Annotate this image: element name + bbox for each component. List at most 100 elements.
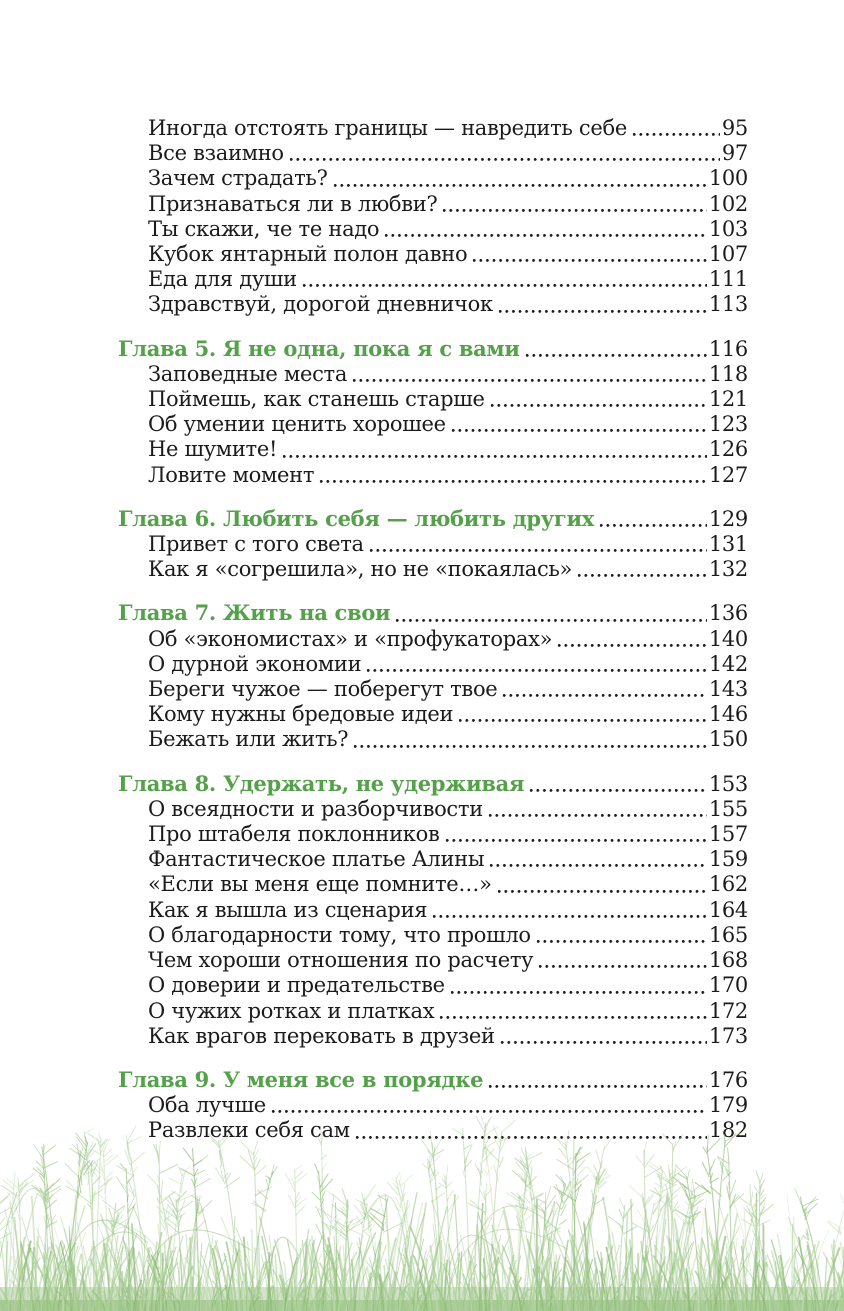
toc-entry-page-number: 123 <box>708 412 748 437</box>
toc-entry-title: Привет с того света <box>148 532 364 557</box>
dot-leader <box>288 157 720 163</box>
toc-entry-page-number: 165 <box>708 922 748 947</box>
toc-entry-page-number: 172 <box>708 998 748 1023</box>
toc-entry-page-number: 102 <box>708 191 748 216</box>
toc-entry-title: Как врагов перековать в друзей <box>148 1023 495 1048</box>
toc-entry-page-number: 127 <box>708 462 748 487</box>
toc-entry-title: О дурной экономии <box>148 651 362 676</box>
toc-entry: Фантастическое платье Алины 159 <box>118 847 748 872</box>
toc-entry-page-number: 170 <box>708 973 748 998</box>
dot-leader <box>458 718 707 724</box>
toc-entry-title: Здравствуй, дорогой дневничок <box>148 292 493 317</box>
toc-entry-title: О доверии и предательстве <box>148 973 445 998</box>
toc-entry-title: О благодарности тому, что прошло <box>148 922 531 947</box>
toc-entry-title: Кубок янтарный полон давно <box>148 242 468 267</box>
toc-entry: О чужих ротках и платках 172 <box>118 999 748 1024</box>
toc-entry-title: Заповедные места <box>148 361 348 386</box>
dot-leader <box>632 132 720 138</box>
dot-leader <box>557 642 707 648</box>
toc-entry-page-number: 131 <box>708 532 748 557</box>
toc-section: Глава 9. У меня все в порядке 176 Оба лучш… <box>118 1067 748 1144</box>
toc-entry-page-number: 150 <box>708 727 748 752</box>
dot-leader <box>353 743 707 749</box>
toc-entry-page-number: 111 <box>708 267 748 292</box>
dot-leader <box>366 668 707 674</box>
toc-entry-page-number: 113 <box>708 292 748 317</box>
toc-entry: Не шумите! 126 <box>118 437 748 462</box>
dot-leader <box>489 403 707 409</box>
toc-entry-page-number: 132 <box>708 557 748 582</box>
toc-entry-title: О всеядности и разборчивости <box>148 796 483 821</box>
toc-entry: Кому нужны бредовые идеи 146 <box>118 702 748 727</box>
toc-entry-title: Иногда отстоять границы — навредить себе <box>148 116 627 140</box>
toc-entry-title: Кому нужны бредовые идеи <box>148 702 454 727</box>
toc-entry-title: «Если вы меня еще помните…» <box>148 872 492 897</box>
toc-entry: Чем хороши отношения по расчету 168 <box>118 948 748 973</box>
toc-entry-title: Зачем страдать? <box>148 166 328 191</box>
toc-entry-title: Про штабеля поклонников <box>148 822 440 847</box>
chapter-heading: Глава 9. У меня все в порядке 176 <box>118 1067 748 1093</box>
toc-entry-title: Оба лучше <box>148 1093 266 1118</box>
dot-leader <box>497 308 707 314</box>
toc-section: Глава 5. Я не одна, пока я с вами 116 Запо… <box>118 336 748 488</box>
toc-entry-title: Об умении ценить хорошее <box>148 412 446 437</box>
toc-entry: Бежать или жить? 150 <box>118 727 748 752</box>
toc-section: Глава 7. Жить на свои 136 Об «экономистах»… <box>118 600 748 752</box>
toc-entry-page-number: 143 <box>708 677 748 702</box>
toc-entry-title: Не шумите! <box>148 437 278 462</box>
chapter-heading-page-number: 153 <box>708 771 748 796</box>
toc-entry: Признаваться ли в любви? 102 <box>118 192 748 217</box>
toc-entry-title: Чем хороши отношения по расчету <box>148 948 534 973</box>
toc-entry: Как я вышла из сценария 164 <box>118 898 748 923</box>
toc-entry: Заповедные места 118 <box>118 362 748 387</box>
chapter-heading: Глава 5. Я не одна, пока я с вами 116 <box>118 336 748 362</box>
dot-leader <box>449 989 707 995</box>
dot-leader <box>538 964 707 970</box>
toc-entry-page-number: 100 <box>708 166 748 191</box>
toc-entry: Ловите момент 127 <box>118 463 748 488</box>
toc-entry-page-number: 173 <box>708 1023 748 1048</box>
dot-leader <box>368 548 707 554</box>
dot-leader <box>332 182 707 188</box>
toc-section: Глава 6. Любить себя — любить других 129 П… <box>118 506 748 583</box>
dot-leader <box>450 428 707 434</box>
dot-leader <box>301 283 707 289</box>
dot-leader <box>577 573 707 579</box>
toc-entry: О доверии и предательстве 170 <box>118 973 748 998</box>
chapter-heading: Глава 6. Любить себя — любить других 129 <box>118 506 748 532</box>
chapter-heading-title: Глава 5. Я не одна, пока я с вами <box>118 335 520 361</box>
toc-entry-page-number: 121 <box>708 387 748 412</box>
toc-entry: Привет с того света 131 <box>118 532 748 557</box>
toc-section: Глава 8. Удержать, не удерживая 153 О всея… <box>118 771 748 1049</box>
toc-entry: Иногда отстоять границы — навредить себе… <box>118 116 748 141</box>
toc-entry-title: Поймешь, как станешь старше <box>148 387 485 412</box>
chapter-heading-title: Глава 7. Жить на свои <box>118 600 391 626</box>
chapter-heading-page-number: 136 <box>708 601 748 626</box>
toc-entry: Про штабеля поклонников 157 <box>118 822 748 847</box>
toc-entry: Как врагов перековать в друзей 173 <box>118 1024 748 1049</box>
dot-leader <box>489 863 707 869</box>
toc-entry-page-number: 157 <box>708 822 748 847</box>
chapter-heading-title: Глава 9. У меня все в порядке <box>118 1066 484 1092</box>
toc-entry-title: Об «экономистах» и «профукаторах» <box>148 626 553 651</box>
toc-entry-page-number: 140 <box>708 626 748 651</box>
toc-entry-title: О чужих ротках и платках <box>148 998 435 1023</box>
toc-entry: Береги чужое — поберегут твое 143 <box>118 677 748 702</box>
toc-entry: Еда для души 111 <box>118 267 748 292</box>
toc-entry-page-number: 95 <box>721 116 748 140</box>
dot-leader <box>524 352 707 358</box>
toc-entry-page-number: 155 <box>708 796 748 821</box>
dot-leader <box>599 523 707 529</box>
dot-leader <box>472 258 707 264</box>
table-of-contents: Иногда отстоять границы — навредить себе… <box>118 116 748 1144</box>
toc-entry: О дурной экономии 142 <box>118 652 748 677</box>
dot-leader <box>319 478 707 484</box>
chapter-heading-page-number: 176 <box>708 1067 748 1092</box>
toc-entry-title: Как я «согрешила», но не «покаялась» <box>148 557 573 582</box>
toc-entry-page-number: 162 <box>708 872 748 897</box>
dot-leader <box>502 693 707 699</box>
toc-entry-title: Ты скажи, че те надо <box>148 216 380 241</box>
toc-entry-page-number: 179 <box>708 1093 748 1118</box>
toc-entry: Оба лучше 179 <box>118 1093 748 1118</box>
toc-entry-page-number: 97 <box>721 141 748 166</box>
